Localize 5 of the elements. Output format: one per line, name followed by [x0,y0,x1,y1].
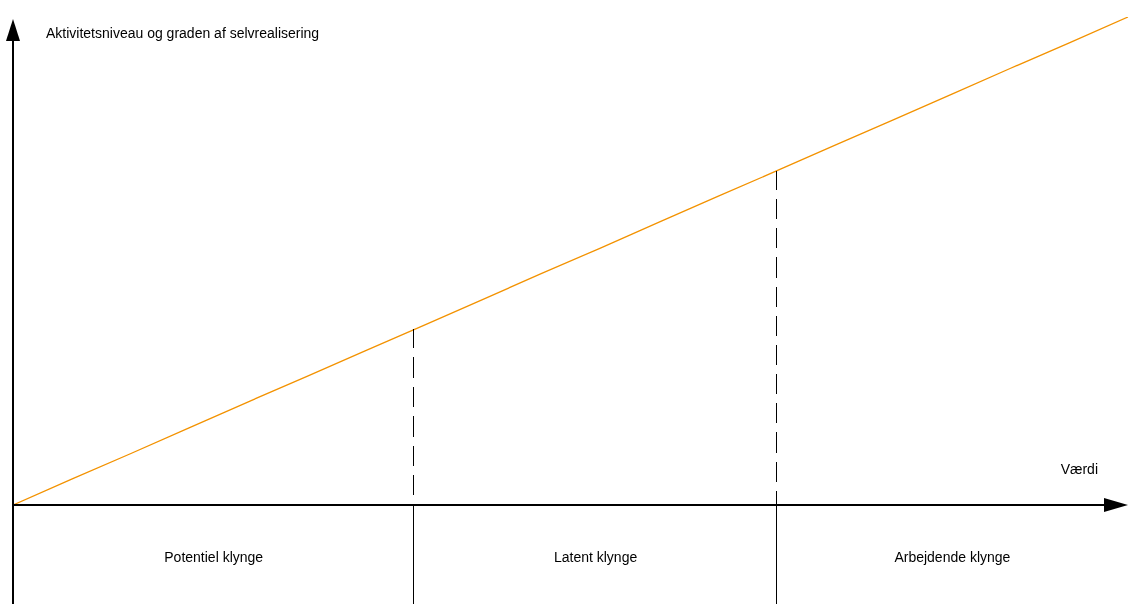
text: Potentiel klynge [164,548,264,565]
y-axis-title: Aktivitetsniveau og graden af selvrealisering [46,24,320,41]
x-axis-title: Værdi [1060,460,1098,477]
text: Arbejdende klynge [894,548,1011,565]
text: Latent klynge [553,548,638,565]
